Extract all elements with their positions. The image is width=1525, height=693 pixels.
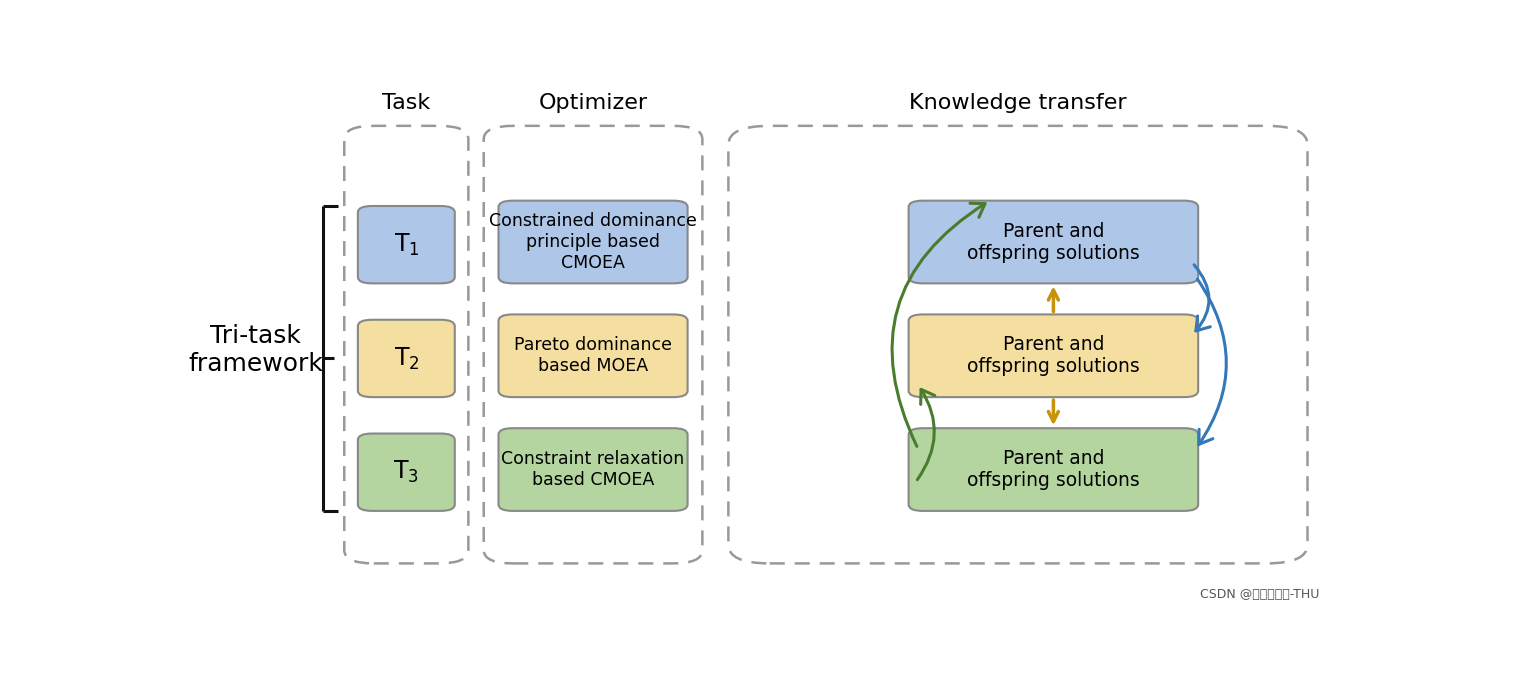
FancyBboxPatch shape [358, 434, 454, 511]
FancyArrowPatch shape [892, 203, 985, 446]
Text: Task: Task [383, 92, 430, 112]
FancyArrowPatch shape [1197, 279, 1226, 444]
FancyBboxPatch shape [499, 201, 688, 283]
Text: T$_2$: T$_2$ [393, 345, 419, 371]
FancyBboxPatch shape [909, 428, 1199, 511]
FancyBboxPatch shape [358, 206, 454, 283]
FancyBboxPatch shape [358, 319, 454, 397]
Text: T$_1$: T$_1$ [393, 231, 419, 258]
Text: Parent and
offspring solutions: Parent and offspring solutions [967, 222, 1139, 263]
FancyBboxPatch shape [499, 428, 688, 511]
FancyBboxPatch shape [499, 315, 688, 397]
FancyBboxPatch shape [909, 201, 1199, 283]
Text: Pareto dominance
based MOEA: Pareto dominance based MOEA [514, 336, 673, 375]
FancyArrowPatch shape [918, 389, 935, 480]
Text: Optimizer: Optimizer [538, 92, 648, 112]
Text: T$_3$: T$_3$ [393, 459, 419, 485]
Text: Tri-task
framework: Tri-task framework [188, 324, 323, 376]
Text: Constrained dominance
principle based
CMOEA: Constrained dominance principle based CM… [490, 212, 697, 272]
FancyArrowPatch shape [1194, 265, 1211, 331]
Text: Parent and
offspring solutions: Parent and offspring solutions [967, 335, 1139, 376]
FancyBboxPatch shape [909, 315, 1199, 397]
Text: Constraint relaxation
based CMOEA: Constraint relaxation based CMOEA [502, 450, 685, 489]
Text: Parent and
offspring solutions: Parent and offspring solutions [967, 449, 1139, 490]
Text: CSDN @吴心即宇宙-THU: CSDN @吴心即宇宙-THU [1200, 588, 1319, 601]
Text: Knowledge transfer: Knowledge transfer [909, 92, 1127, 112]
